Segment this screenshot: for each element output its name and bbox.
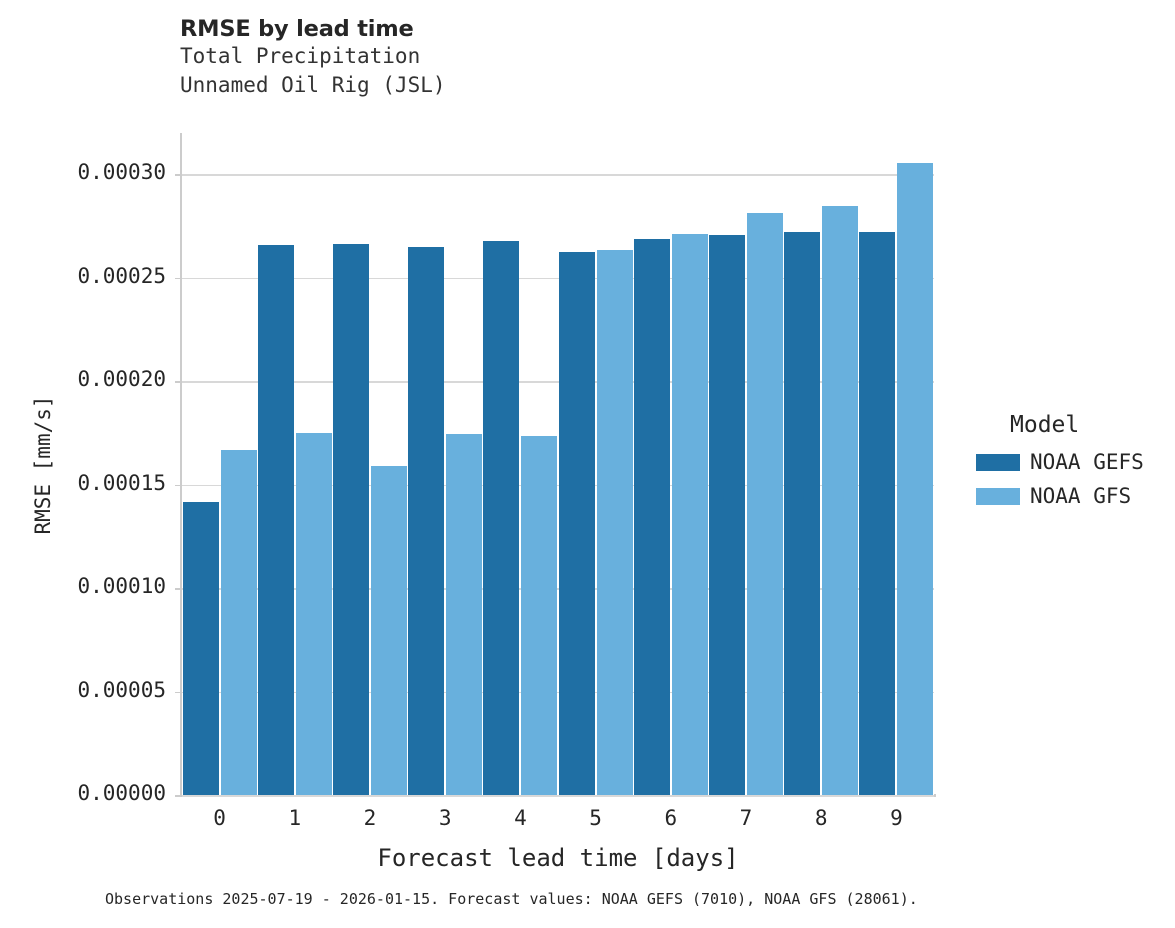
bar (859, 232, 896, 795)
gridline (182, 174, 934, 176)
gridline (182, 588, 934, 590)
gridline (182, 381, 934, 383)
legend-swatch (976, 453, 1020, 471)
y-tick-label: 0.00030 (77, 160, 166, 185)
legend-entries: NOAA GEFS NOAA GFS (976, 447, 1175, 511)
x-axis-label: Forecast lead time [days] (377, 844, 739, 872)
bar (371, 466, 407, 795)
bar (220, 449, 257, 795)
y-tick-label: 0.00025 (77, 263, 166, 288)
legend-entry[interactable]: NOAA GFS (976, 481, 1175, 511)
bar (257, 244, 294, 795)
y-axis-label: RMSE [mm/s] (31, 395, 55, 535)
y-tick-label: 0.00010 (77, 574, 166, 599)
bar-series-group (182, 133, 934, 795)
y-axis-tick-labels: 0.00000 0.00005 0.00010 0.00015 0.00020 0.000… (0, 133, 166, 805)
bar (558, 251, 595, 795)
bar (521, 436, 558, 795)
y-tick-label: 0.00020 (77, 367, 166, 392)
y-tick-mark (175, 174, 182, 176)
plot-area (175, 133, 934, 797)
legend: Model NOAA GEFS NOAA GFS (976, 412, 1175, 515)
x-tick-label: 8 (814, 806, 828, 830)
x-tick-label: 4 (514, 806, 527, 830)
legend-swatch (976, 487, 1020, 505)
gridline (182, 795, 934, 797)
gridline (182, 277, 934, 280)
bar (446, 434, 483, 795)
x-tick-label: 2 (363, 806, 377, 830)
x-tick-label: 5 (589, 806, 602, 830)
bar (709, 235, 745, 795)
bar (784, 232, 821, 795)
bar (333, 243, 369, 795)
bar (596, 249, 633, 795)
y-tick-mark (175, 277, 182, 280)
y-tick-mark (175, 795, 182, 797)
x-tick-label: 6 (664, 806, 678, 830)
footer-caption: Observations 2025-07-19 - 2026-01-15. Fo… (105, 890, 918, 908)
x-tick-label: 0 (213, 806, 226, 830)
subtitle-location: Unnamed Oil Rig (JSL) (180, 72, 446, 97)
y-tick-label: 0.00015 (77, 470, 166, 495)
gridline (182, 691, 934, 694)
page-title: RMSE by lead time (180, 16, 414, 42)
y-tick-mark (175, 381, 182, 383)
y-tick-mark (175, 484, 182, 487)
y-tick-label: 0.00005 (77, 677, 166, 702)
bar (182, 502, 219, 795)
bar (483, 240, 520, 795)
bar (633, 238, 670, 795)
bar (822, 205, 859, 795)
x-tick-label: 9 (890, 806, 903, 830)
y-axis-spine (180, 133, 183, 797)
bar (897, 162, 934, 795)
x-tick-label: 7 (739, 806, 753, 830)
bar (747, 212, 783, 795)
bar (295, 433, 332, 795)
y-tick-mark (175, 588, 182, 590)
gridline (182, 484, 934, 487)
title-block: RMSE by lead time Total Precipitation Un… (180, 16, 446, 100)
bar (671, 234, 708, 795)
legend-label: NOAA GEFS (1030, 450, 1144, 474)
x-tick-label: 3 (438, 806, 452, 830)
x-tick-label: 1 (288, 806, 302, 830)
legend-title: Model (1010, 412, 1080, 438)
legend-label: NOAA GFS (1030, 484, 1132, 508)
y-tick-label: 0.00000 (77, 781, 166, 805)
y-tick-mark (175, 691, 182, 694)
subtitle-variable: Total Precipitation (180, 43, 421, 68)
bar (408, 246, 445, 795)
legend-entry[interactable]: NOAA GEFS (976, 447, 1175, 477)
